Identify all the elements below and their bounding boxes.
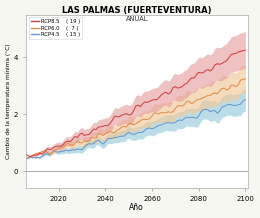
- X-axis label: Año: Año: [129, 203, 144, 213]
- Title: LAS PALMAS (FUERTEVENTURA): LAS PALMAS (FUERTEVENTURA): [62, 5, 212, 15]
- Y-axis label: Cambio de la temperatura mínima (°C): Cambio de la temperatura mínima (°C): [5, 44, 11, 159]
- Text: ANUAL: ANUAL: [126, 16, 148, 22]
- Legend: RCP8.5    ( 19 ), RCP6.0    (  7 ), RCP4.5    ( 15 ): RCP8.5 ( 19 ), RCP6.0 ( 7 ), RCP4.5 ( 15…: [29, 17, 82, 39]
